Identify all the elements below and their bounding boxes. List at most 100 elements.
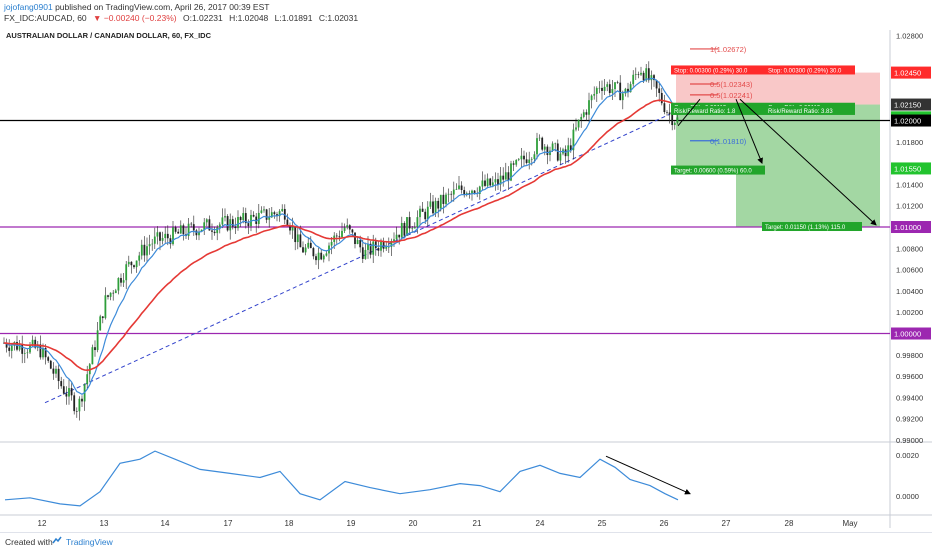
candle-body	[497, 179, 499, 185]
candle-body	[439, 194, 442, 209]
candle-body	[452, 189, 455, 195]
candle-body	[616, 82, 619, 83]
candle-body	[400, 223, 403, 238]
candle-body	[502, 175, 505, 180]
candle-body	[182, 225, 185, 235]
candle-body	[382, 241, 385, 249]
tradingview-brand-link[interactable]: TradingView	[66, 537, 113, 547]
author-link[interactable]: jojofang0901	[4, 2, 53, 12]
candle-body	[458, 185, 460, 189]
candle-body	[569, 145, 572, 151]
candle-body	[208, 219, 211, 231]
publish-line: jojofang0901 published on TradingView.co…	[4, 2, 269, 12]
candle-body	[395, 234, 398, 240]
candle-body	[421, 208, 424, 212]
candle-body	[481, 180, 484, 187]
candle-body	[156, 232, 159, 237]
candle-body	[504, 172, 507, 180]
candle-body	[650, 75, 653, 81]
candle-body	[601, 87, 603, 91]
candle-body	[49, 360, 52, 369]
candle-body	[645, 68, 648, 81]
candle-body	[34, 339, 37, 348]
candle-body	[666, 112, 668, 113]
candle-body	[554, 143, 557, 145]
price-tag-bg	[891, 66, 931, 79]
candle-body	[96, 330, 99, 351]
candle-body	[135, 260, 138, 268]
candle-body	[133, 265, 135, 268]
candle-body	[546, 146, 549, 156]
candle-body	[10, 345, 13, 351]
candle-body	[322, 255, 325, 260]
candle-body	[255, 216, 258, 224]
position-rr-label: Risk/Reward Ratio: 1.8	[674, 109, 736, 115]
candle-body	[39, 344, 42, 358]
price-tick-label: 0.99000	[896, 436, 923, 445]
price-tag-label: 1.01550	[894, 164, 921, 173]
candle-body	[231, 219, 234, 227]
time-tick-label: 19	[347, 519, 356, 528]
candle-body	[122, 280, 125, 283]
time-axis[interactable]: 12 13 14 17 18 19 20 21 24 25 26 27 28 May	[38, 519, 858, 528]
candle-body	[445, 194, 447, 204]
candle-body	[159, 232, 161, 241]
time-tick-label: 20	[409, 519, 418, 528]
candle-body	[538, 137, 541, 139]
price-tag-label: 1.02450	[894, 69, 921, 78]
price-tick-label: 1.01400	[896, 180, 923, 189]
position-target-label: Target: 0.01150 (1.13%) 115.0	[765, 225, 846, 231]
ema-fast-line	[3, 77, 678, 396]
candle-body	[489, 178, 492, 186]
candle-body	[291, 227, 294, 231]
candle-body	[44, 348, 47, 358]
candle-body	[606, 84, 609, 87]
candle-body	[286, 219, 289, 226]
candle-body	[471, 190, 473, 194]
candle-body	[468, 193, 471, 194]
symbol-label: FX_IDC:AUDCAD, 60	[4, 13, 87, 23]
fib-label: 1(1.02672)	[710, 45, 747, 54]
candle-body	[447, 193, 450, 195]
footer-bar: Created with TradingView	[0, 532, 932, 551]
candle-body	[338, 236, 341, 238]
price-tick-label: 0.99200	[896, 415, 923, 424]
candle-body	[499, 175, 502, 185]
candle-body	[408, 217, 411, 229]
candle-body	[621, 93, 624, 101]
candle-body	[252, 214, 255, 217]
candle-body	[543, 146, 546, 150]
time-tick-label: 24	[536, 519, 545, 528]
candle-body	[153, 236, 156, 244]
candle-body	[387, 246, 390, 248]
candle-body	[593, 93, 596, 96]
candle-body	[530, 159, 533, 160]
level-tag-bg	[891, 114, 931, 127]
candle-body	[460, 185, 463, 191]
candle-body	[218, 224, 221, 228]
candle-body	[143, 244, 146, 256]
candle-body	[205, 219, 208, 223]
candle-body	[224, 216, 226, 218]
candle-body	[283, 208, 286, 220]
candle-body	[86, 374, 89, 385]
price-axis[interactable]: 1.02800 1.02450 1.02150 1.02000 1.01800 1.015…	[891, 31, 931, 445]
candle-body	[653, 75, 655, 81]
position-target-label: Target: 0.00600 (0.59%) 60.0	[674, 169, 752, 175]
candle-body	[364, 249, 367, 259]
candle-body	[75, 411, 78, 412]
candle-body	[216, 227, 219, 234]
candle-body	[244, 213, 247, 224]
candle-body	[390, 240, 393, 247]
candle-body	[57, 368, 60, 382]
open-label: O:1.02231	[182, 13, 223, 23]
candle-body	[356, 239, 359, 245]
candle-body	[551, 143, 554, 151]
candle-body	[198, 231, 200, 236]
candle-body	[515, 160, 518, 165]
candle-body	[398, 234, 401, 238]
level-tag-bg	[891, 221, 931, 234]
candle-body	[419, 208, 421, 218]
candle-body	[494, 179, 497, 183]
